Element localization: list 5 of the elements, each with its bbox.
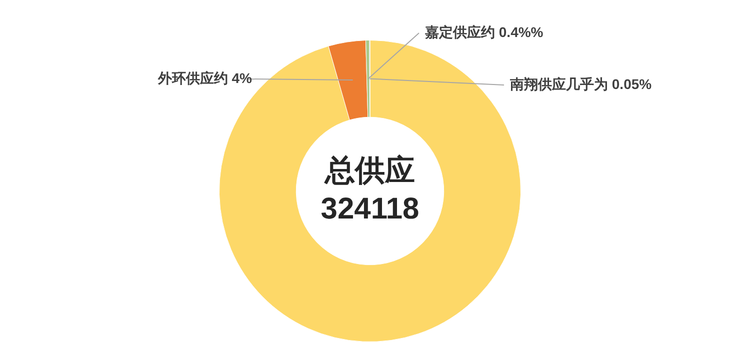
slice-label: 南翔供应几乎为 0.05% xyxy=(509,76,652,92)
text: 324118 xyxy=(320,192,420,226)
text: 总供应 xyxy=(324,153,415,188)
slice-label: 嘉定供应约 0.4%% xyxy=(425,24,544,40)
slice-label: 外环供应约 4% xyxy=(156,70,253,86)
